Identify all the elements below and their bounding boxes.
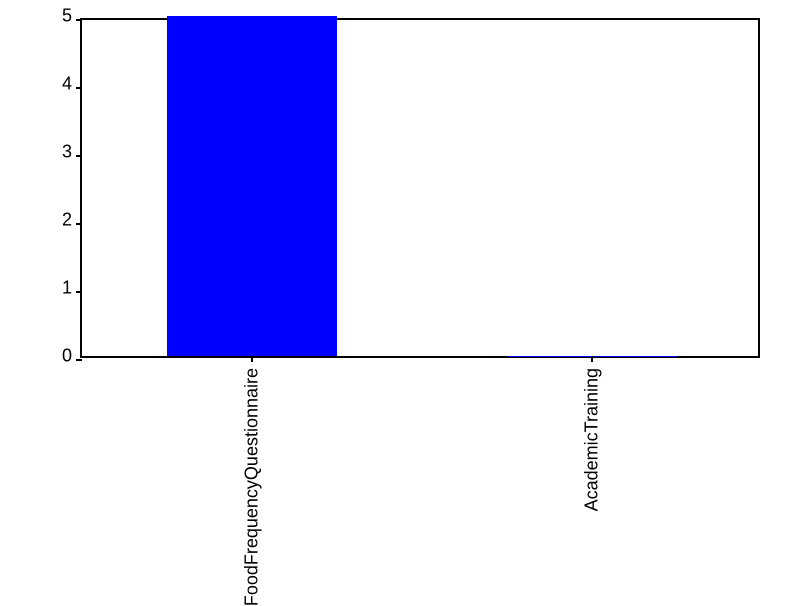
x-tick-label: AcademicTraining xyxy=(582,368,603,511)
x-tick-label: FoodFrequencyQuestionnaire xyxy=(242,368,263,606)
bar-chart: 012345FoodFrequencyQuestionnaireAcademic… xyxy=(0,0,800,600)
y-tick-label: 4 xyxy=(62,74,82,95)
y-tick-label: 3 xyxy=(62,142,82,163)
x-tick-mark xyxy=(591,356,593,362)
y-tick-label: 2 xyxy=(62,210,82,231)
plot-area: 012345FoodFrequencyQuestionnaireAcademic… xyxy=(80,18,760,358)
y-tick-label: 5 xyxy=(62,6,82,27)
x-tick-mark xyxy=(251,356,253,362)
y-tick-label: 0 xyxy=(62,346,82,367)
bar xyxy=(167,16,337,356)
y-tick-label: 1 xyxy=(62,278,82,299)
